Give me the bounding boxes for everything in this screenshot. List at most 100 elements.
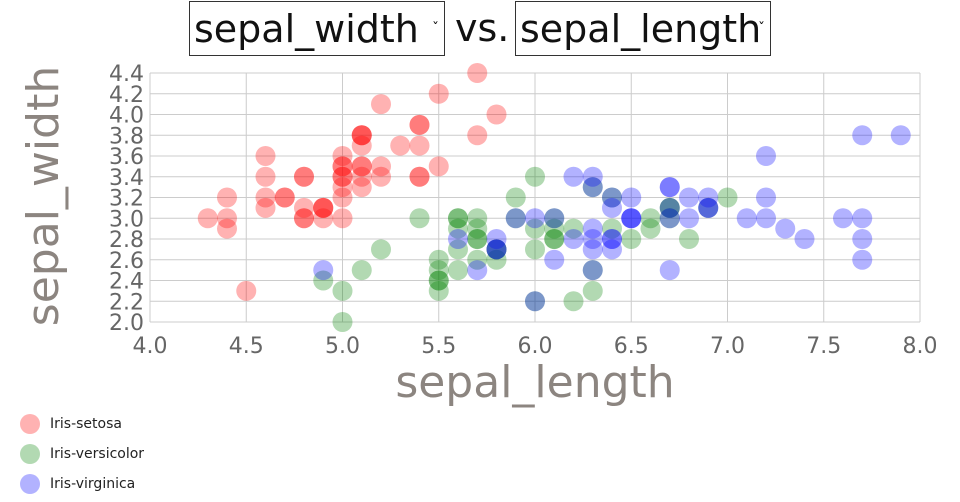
- data-point-iris-versicolor[interactable]: [525, 239, 545, 260]
- data-point-iris-virginica[interactable]: [544, 208, 565, 229]
- data-point-iris-versicolor[interactable]: [563, 291, 584, 312]
- data-point-iris-versicolor[interactable]: [563, 218, 584, 239]
- data-point-iris-setosa[interactable]: [294, 197, 314, 218]
- data-point-iris-virginica[interactable]: [602, 229, 622, 249]
- data-point-iris-virginica[interactable]: [582, 239, 603, 260]
- data-point-iris-virginica[interactable]: [659, 260, 680, 281]
- data-point-iris-virginica[interactable]: [486, 229, 507, 249]
- data-point-iris-versicolor[interactable]: [448, 218, 468, 239]
- data-point-iris-setosa[interactable]: [428, 156, 449, 177]
- data-point-iris-virginica[interactable]: [448, 229, 468, 249]
- data-point-iris-virginica[interactable]: [659, 177, 680, 198]
- data-point-iris-virginica[interactable]: [698, 187, 719, 208]
- data-point-iris-versicolor[interactable]: [486, 239, 507, 260]
- data-point-iris-setosa[interactable]: [409, 114, 430, 135]
- data-point-iris-virginica[interactable]: [659, 208, 680, 229]
- data-point-iris-versicolor[interactable]: [640, 218, 661, 239]
- data-point-iris-virginica[interactable]: [794, 229, 815, 249]
- data-point-iris-setosa[interactable]: [255, 146, 276, 166]
- data-point-iris-setosa[interactable]: [351, 156, 372, 177]
- data-point-iris-setosa[interactable]: [255, 197, 276, 218]
- data-point-iris-versicolor[interactable]: [332, 312, 353, 332]
- data-point-iris-virginica[interactable]: [775, 218, 796, 239]
- scatter-plot[interactable]: 4.0 4.5 5.0 5.5 6.0 6.5 7.0 7.5 8.0 2.02.22.42.6…: [0, 0, 960, 410]
- data-point-iris-setosa[interactable]: [409, 166, 430, 187]
- data-point-iris-versicolor[interactable]: [525, 291, 545, 312]
- data-point-iris-virginica[interactable]: [621, 208, 642, 229]
- data-point-iris-versicolor[interactable]: [448, 260, 468, 281]
- data-point-iris-versicolor[interactable]: [659, 208, 680, 229]
- data-point-iris-setosa[interactable]: [390, 135, 411, 156]
- data-point-iris-virginica[interactable]: [756, 208, 776, 229]
- data-point-iris-setosa[interactable]: [332, 166, 353, 187]
- data-point-iris-versicolor[interactable]: [505, 208, 526, 229]
- data-point-iris-virginica[interactable]: [736, 208, 757, 229]
- data-point-iris-setosa[interactable]: [313, 208, 334, 229]
- data-point-iris-virginica[interactable]: [852, 249, 873, 270]
- data-point-iris-virginica[interactable]: [582, 218, 603, 239]
- data-point-iris-virginica[interactable]: [563, 229, 584, 249]
- data-point-iris-virginica[interactable]: [698, 197, 719, 218]
- data-point-iris-setosa[interactable]: [351, 135, 372, 156]
- data-point-iris-versicolor[interactable]: [448, 208, 468, 229]
- data-point-iris-setosa[interactable]: [351, 125, 372, 146]
- data-point-iris-versicolor[interactable]: [505, 187, 526, 208]
- data-point-iris-versicolor[interactable]: [486, 249, 507, 270]
- data-point-iris-virginica[interactable]: [621, 208, 642, 229]
- data-point-iris-virginica[interactable]: [679, 208, 699, 229]
- data-point-iris-virginica[interactable]: [852, 208, 873, 229]
- data-point-iris-virginica[interactable]: [890, 125, 911, 146]
- data-point-iris-versicolor[interactable]: [467, 229, 488, 249]
- data-point-iris-setosa[interactable]: [294, 166, 314, 187]
- data-point-iris-virginica[interactable]: [563, 166, 584, 187]
- data-point-iris-versicolor[interactable]: [313, 270, 334, 291]
- data-point-iris-versicolor[interactable]: [602, 187, 622, 208]
- data-point-iris-versicolor[interactable]: [428, 249, 449, 270]
- data-point-iris-setosa[interactable]: [351, 177, 372, 198]
- data-point-iris-setosa[interactable]: [409, 135, 430, 156]
- legend-item-virginica[interactable]: Iris-virginica: [18, 472, 218, 502]
- data-point-iris-virginica[interactable]: [486, 239, 507, 260]
- data-point-iris-versicolor[interactable]: [448, 239, 468, 260]
- data-point-iris-virginica[interactable]: [852, 125, 873, 146]
- data-point-iris-virginica[interactable]: [486, 239, 507, 260]
- data-point-iris-setosa[interactable]: [351, 166, 372, 187]
- data-point-iris-setosa[interactable]: [351, 156, 372, 177]
- data-point-iris-setosa[interactable]: [217, 218, 237, 239]
- data-point-iris-virginica[interactable]: [698, 197, 719, 218]
- data-point-iris-setosa[interactable]: [313, 197, 334, 218]
- data-point-iris-versicolor[interactable]: [409, 208, 430, 229]
- data-point-iris-setosa[interactable]: [197, 208, 218, 229]
- data-point-iris-setosa[interactable]: [351, 125, 372, 146]
- data-point-iris-setosa[interactable]: [351, 125, 372, 146]
- data-point-iris-versicolor[interactable]: [544, 229, 565, 249]
- data-point-iris-setosa[interactable]: [371, 156, 391, 177]
- data-point-iris-virginica[interactable]: [582, 260, 603, 281]
- data-point-iris-setosa[interactable]: [486, 104, 507, 125]
- data-point-iris-setosa[interactable]: [255, 166, 276, 187]
- data-point-iris-virginica[interactable]: [313, 260, 334, 281]
- data-point-iris-setosa[interactable]: [313, 197, 334, 218]
- data-point-iris-virginica[interactable]: [602, 229, 622, 249]
- data-point-iris-versicolor[interactable]: [467, 249, 488, 270]
- data-point-iris-versicolor[interactable]: [582, 280, 603, 301]
- data-point-iris-setosa[interactable]: [332, 177, 353, 198]
- data-point-iris-virginica[interactable]: [582, 177, 603, 198]
- data-point-iris-versicolor[interactable]: [371, 239, 391, 260]
- data-point-iris-virginica[interactable]: [505, 208, 526, 229]
- data-point-iris-versicolor[interactable]: [544, 218, 565, 239]
- data-point-iris-versicolor[interactable]: [332, 280, 353, 301]
- data-point-iris-versicolor[interactable]: [698, 197, 719, 218]
- data-point-iris-versicolor[interactable]: [428, 260, 449, 281]
- data-point-iris-virginica[interactable]: [756, 146, 776, 166]
- data-point-iris-virginica[interactable]: [621, 208, 642, 229]
- data-point-iris-versicolor[interactable]: [621, 229, 642, 249]
- data-point-iris-versicolor[interactable]: [467, 208, 488, 229]
- data-point-iris-virginica[interactable]: [602, 187, 622, 208]
- data-point-iris-setosa[interactable]: [294, 166, 314, 187]
- data-point-iris-virginica[interactable]: [833, 208, 853, 229]
- data-point-iris-virginica[interactable]: [679, 187, 699, 208]
- data-point-iris-versicolor[interactable]: [544, 229, 565, 249]
- data-point-iris-versicolor[interactable]: [659, 197, 680, 218]
- y-axis-select[interactable]: sepal_width ˇ: [189, 1, 445, 56]
